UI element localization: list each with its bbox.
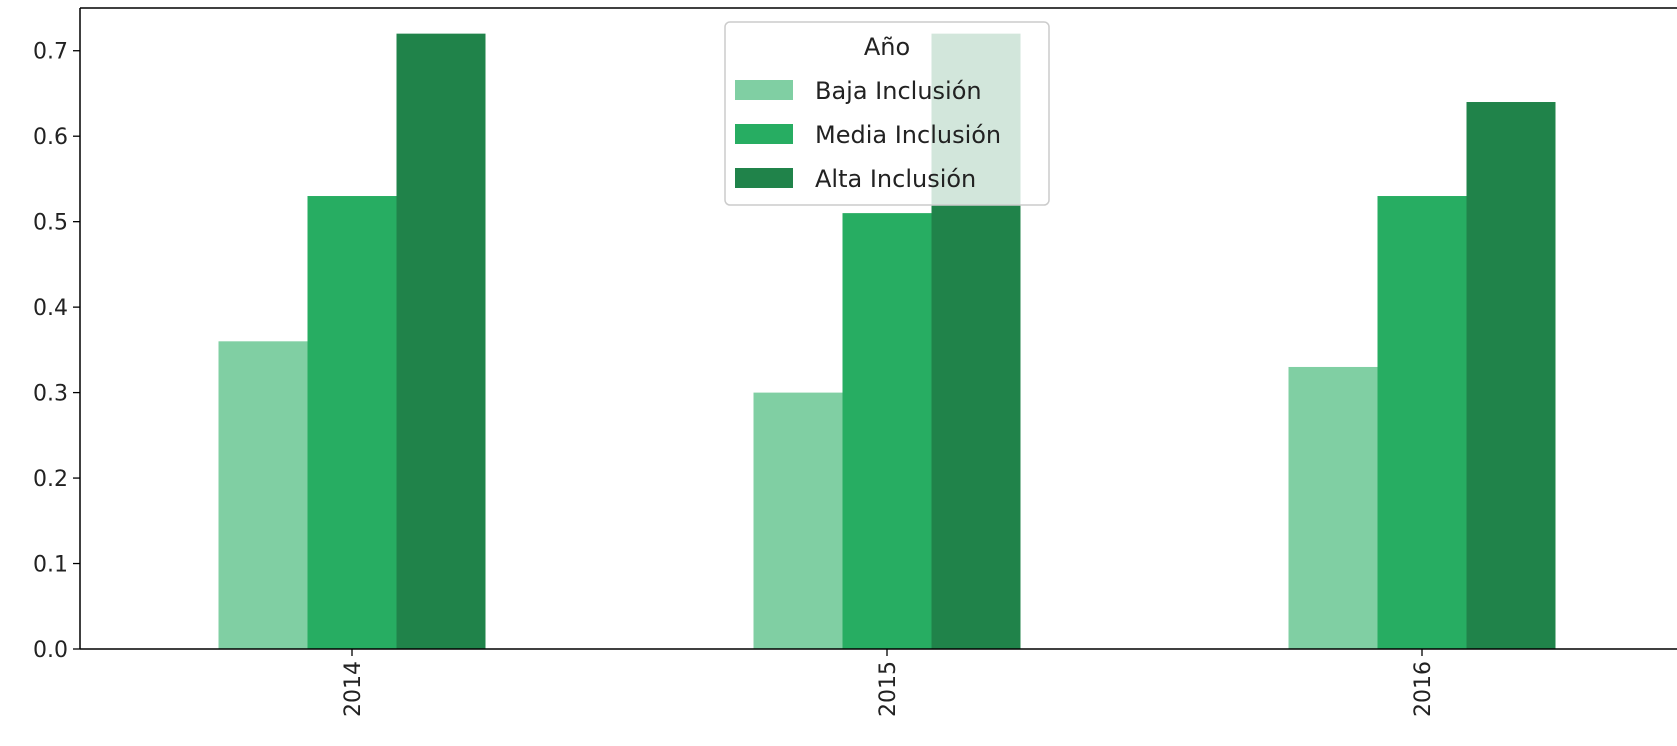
x-tick-label: 2014	[341, 661, 366, 717]
y-tick-label: 0.2	[33, 467, 68, 492]
legend-items: Baja Inclusión Media Inclusión Alta Inclus…	[735, 77, 1001, 193]
legend-label: Media Inclusión	[815, 121, 1001, 149]
axes-group: 0.0 0.1 0.2 0.3 0.4 0.5 0.6 0.7 2014 2015 2016	[33, 7, 1677, 717]
bar-2014-media-inclusión	[307, 196, 397, 649]
legend-swatch	[735, 80, 793, 100]
y-tick-label: 0.6	[33, 125, 68, 150]
legend-title: Año	[864, 33, 910, 61]
y-tick-label: 0.3	[33, 382, 68, 407]
x-tick-label: 2016	[1411, 661, 1436, 717]
y-tick-label: 0.0	[33, 638, 68, 663]
y-tick-label: 0.1	[33, 553, 68, 578]
legend-swatch	[735, 124, 793, 144]
legend-label: Baja Inclusión	[815, 77, 982, 105]
bar-2014-baja-inclusión	[218, 341, 308, 649]
legend-frame	[724, 21, 1050, 206]
bar-2016-alta-inclusión	[1466, 102, 1556, 650]
y-tick-label: 0.5	[33, 211, 68, 236]
y-tick-label: 0.7	[33, 40, 68, 65]
bar-2014-alta-inclusión	[396, 33, 486, 649]
legend-swatch	[735, 168, 793, 188]
bar-2015-baja-inclusión	[753, 392, 843, 649]
bar-2016-media-inclusión	[1377, 196, 1467, 649]
legend: Año Baja Inclusión Media Inclusión Alta In…	[724, 21, 1050, 206]
bar-2015-media-inclusión	[842, 213, 932, 649]
bars-group	[218, 33, 1556, 650]
x-tick-label: 2015	[876, 661, 901, 717]
y-tick-label: 0.4	[33, 296, 68, 321]
legend-label: Alta Inclusión	[815, 165, 976, 193]
bar-2016-baja-inclusión	[1288, 366, 1378, 649]
